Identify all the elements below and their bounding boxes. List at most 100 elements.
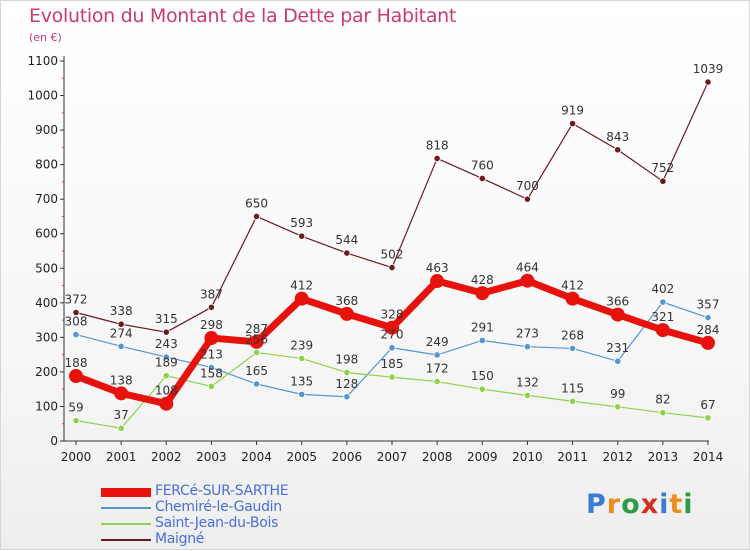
legend-swatch xyxy=(101,507,151,509)
data-label: 308 xyxy=(65,315,88,329)
data-label: 239 xyxy=(290,338,313,352)
data-point xyxy=(207,382,216,391)
data-label: 150 xyxy=(471,369,494,383)
series-Saint-Jean-du-Bois xyxy=(72,348,712,432)
x-tick-label: 2009 xyxy=(467,450,498,464)
data-point xyxy=(655,323,670,338)
data-point xyxy=(117,424,125,432)
data-label: 188 xyxy=(65,356,88,370)
y-tick-label: 200 xyxy=(35,365,58,379)
data-label: 338 xyxy=(110,304,133,318)
data-point xyxy=(659,409,667,417)
data-label: 818 xyxy=(426,138,449,152)
data-label: 172 xyxy=(426,362,449,376)
data-point xyxy=(69,369,83,384)
data-label: 138 xyxy=(110,373,133,387)
x-tick-label: 2006 xyxy=(332,450,363,464)
legend-swatch xyxy=(101,523,151,525)
data-labels: 188 138 108 298 287 412 368 328 463 428 464 412 366 3… xyxy=(65,62,724,422)
data-point xyxy=(701,335,715,350)
data-point xyxy=(72,417,80,425)
data-label: 412 xyxy=(561,279,584,293)
data-label: 256 xyxy=(245,333,268,347)
data-label: 1039 xyxy=(693,62,724,76)
data-point xyxy=(343,368,351,377)
data-label: 158 xyxy=(200,366,223,380)
logo-letter: t xyxy=(669,489,684,520)
data-point xyxy=(72,330,80,339)
logo-letter: i xyxy=(659,489,670,520)
data-label: 231 xyxy=(606,341,629,355)
data-point xyxy=(162,372,170,380)
x-tick-label: 2002 xyxy=(151,450,182,464)
data-label: 165 xyxy=(245,364,268,378)
data-point xyxy=(614,146,622,154)
x-tick-label: 2000 xyxy=(61,450,92,464)
series-Maigné xyxy=(72,78,712,336)
data-point xyxy=(343,393,351,401)
logo-letter: r xyxy=(606,489,622,520)
y-tick-label: 500 xyxy=(35,261,58,275)
x-tick-label: 2012 xyxy=(602,450,633,464)
data-label: 270 xyxy=(381,328,404,342)
proxiti-logo: Proxiti xyxy=(586,489,694,520)
data-label: 321 xyxy=(651,310,674,324)
data-label: 132 xyxy=(516,375,539,389)
legend-swatch xyxy=(101,487,151,497)
x-tick-label: 2008 xyxy=(422,450,453,464)
data-point xyxy=(162,328,170,336)
data-label: 463 xyxy=(426,261,449,275)
data-point xyxy=(388,344,396,352)
data-label: 650 xyxy=(245,196,268,210)
data-point xyxy=(117,320,125,328)
y-tick-label: 100 xyxy=(35,399,58,413)
data-label: 243 xyxy=(155,337,178,351)
y-tick-label: 1000 xyxy=(27,89,58,103)
x-tick-label: 2007 xyxy=(377,450,408,464)
data-point xyxy=(568,397,577,405)
data-label: 760 xyxy=(471,158,494,172)
y-tick-label: 400 xyxy=(35,296,58,310)
x-tick-label: 2014 xyxy=(693,450,724,464)
data-point xyxy=(207,303,216,311)
data-label: 544 xyxy=(335,233,358,247)
data-label: 357 xyxy=(697,298,720,312)
data-point xyxy=(385,320,399,335)
y-tick-label: 0 xyxy=(50,434,58,448)
data-point xyxy=(523,391,532,399)
data-point xyxy=(339,306,354,321)
data-label: 198 xyxy=(335,353,358,367)
data-point xyxy=(114,386,129,401)
data-point xyxy=(659,177,667,185)
data-label: 59 xyxy=(68,401,83,415)
data-label: 108 xyxy=(155,384,178,398)
legend-swatch xyxy=(101,539,151,541)
data-point xyxy=(478,336,486,345)
x-tick-label: 2003 xyxy=(196,450,227,464)
data-label: 135 xyxy=(290,374,313,388)
data-point xyxy=(162,353,170,361)
legend-label: Saint-Jean-du-Bois xyxy=(155,515,279,531)
data-point xyxy=(252,380,261,388)
data-point xyxy=(117,342,125,350)
data-label: 919 xyxy=(561,104,584,118)
data-label: 593 xyxy=(290,216,313,230)
data-point xyxy=(704,414,712,422)
data-label: 387 xyxy=(200,287,223,301)
data-point xyxy=(704,78,712,86)
y-tick-label: 700 xyxy=(35,192,58,206)
logo-letter: o xyxy=(621,489,641,520)
data-label: 428 xyxy=(471,273,494,287)
data-point xyxy=(433,377,441,386)
data-label: 700 xyxy=(516,179,539,193)
data-point xyxy=(249,334,264,349)
series-FERCé-SUR-SARTHE xyxy=(69,273,715,411)
data-label: 67 xyxy=(700,398,715,412)
y-tick-label: 1100 xyxy=(27,54,58,68)
data-point xyxy=(252,212,261,221)
legend-label: Maigné xyxy=(155,531,205,547)
data-point xyxy=(568,344,577,353)
legend-label: Chemiré-le-Gaudin xyxy=(155,499,282,515)
data-label: 268 xyxy=(561,328,584,342)
data-label: 115 xyxy=(561,381,584,395)
